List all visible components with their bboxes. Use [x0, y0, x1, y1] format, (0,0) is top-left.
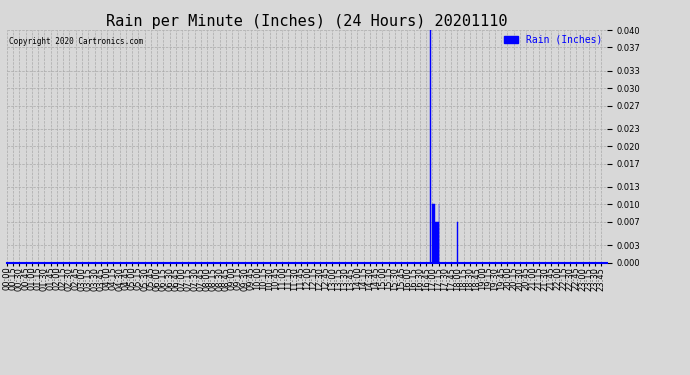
Title: Rain per Minute (Inches) (24 Hours) 20201110: Rain per Minute (Inches) (24 Hours) 2020… — [106, 14, 508, 29]
Text: Copyright 2020 Cartronics.com: Copyright 2020 Cartronics.com — [9, 37, 143, 46]
Legend: Rain (Inches): Rain (Inches) — [504, 35, 602, 45]
